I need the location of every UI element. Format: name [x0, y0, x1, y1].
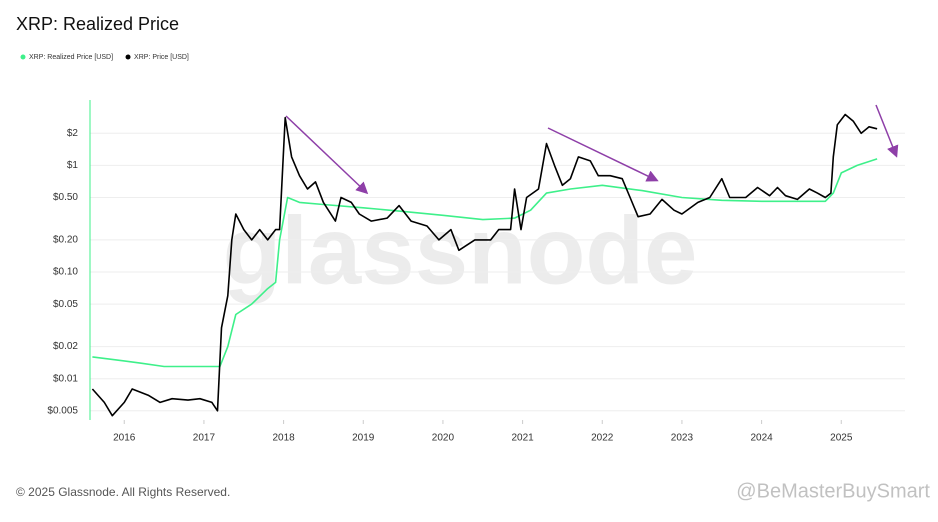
x-tick-label: 2017: [193, 433, 216, 444]
series-line: [92, 158, 878, 368]
y-tick-label: $0.50: [53, 192, 78, 203]
y-tick-label: $0.10: [53, 267, 78, 278]
y-tick-label: $0.05: [53, 299, 78, 310]
x-tick-label: 2024: [750, 433, 773, 444]
credit-watermark: @BeMasterBuySmart: [736, 480, 930, 502]
trend-arrow: [285, 115, 369, 195]
x-tick-label: 2016: [113, 433, 136, 444]
x-tick-label: 2025: [830, 433, 853, 444]
legend-swatch: [20, 54, 26, 60]
trend-arrow: [875, 104, 899, 158]
x-tick-label: 2020: [432, 433, 455, 444]
legend: XRP: Realized Price [USD] XRP: Price [USD…: [20, 54, 189, 61]
y-tick-label: $0.005: [47, 405, 78, 416]
x-tick-label: 2019: [352, 433, 375, 444]
x-tick-label: 2018: [272, 433, 295, 444]
y-tick-label: $2: [67, 128, 79, 139]
x-tick-label: 2023: [671, 433, 694, 444]
plot-area: $0.005 $0.01 $0.02 $0.05 $0.10 $0.20 $0.50 $1 $2…: [47, 100, 905, 444]
series-line: [91, 113, 878, 417]
y-tick-label: $1: [67, 160, 79, 171]
y-tick-label: $0.20: [53, 235, 78, 246]
legend-label: XRP: Price [USD]: [134, 54, 189, 61]
legend-label: XRP: Realized Price [USD]: [29, 54, 113, 61]
chart-title: XRP: Realized Price: [16, 14, 179, 34]
legend-swatch: [125, 54, 131, 60]
footer: © 2025 Glassnode. All Rights Reserved.: [16, 485, 230, 499]
y-tick-label: $0.02: [53, 341, 78, 352]
trend-arrow: [547, 127, 659, 182]
x-tick-label: 2022: [591, 433, 614, 444]
y-tick-label: $0.01: [53, 373, 78, 384]
watermark: glassnode: [223, 197, 698, 304]
x-tick-label: 2021: [511, 433, 534, 444]
